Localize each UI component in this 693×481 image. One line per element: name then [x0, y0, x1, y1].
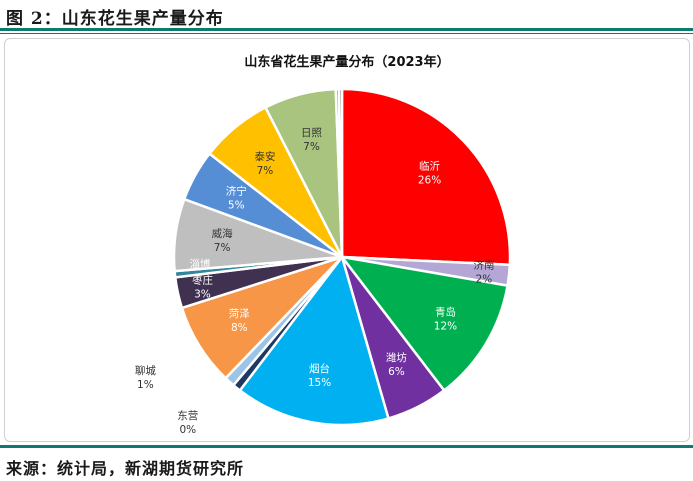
slice-label-10: 淄博	[189, 258, 210, 271]
slice-label-1: 临沂 26%	[418, 159, 441, 186]
figure-title: 图 2：山东花生果产量分布	[6, 9, 224, 29]
slice-label-13: 泰安 7%	[254, 150, 275, 177]
slice-label-6: 东营 0%	[177, 409, 198, 436]
pie-slice-5	[238, 254, 390, 427]
slice-label-4: 潍坊 6%	[386, 351, 407, 378]
slice-label-9: 枣庄 3%	[192, 273, 213, 300]
slice-label-7: 聊城 1%	[135, 364, 156, 391]
pie-slice-1	[340, 87, 512, 267]
top-rule-thin	[0, 33, 693, 34]
slice-label-14: 日照 7%	[301, 127, 322, 153]
slice-label-2: 济南 2%	[473, 259, 494, 286]
slice-label-11: 威海 7%	[212, 227, 233, 254]
top-rule	[0, 28, 693, 31]
slice-label-8: 菏泽 8%	[229, 308, 250, 334]
pie-slice-16	[337, 87, 344, 258]
pie-slice-3	[339, 255, 509, 393]
bottom-rule	[0, 445, 693, 448]
pie-chart: 山东省花生果产量分布（2023年） 临沂 26% 济南 2% 青岛 12% 潍坊 6% 烟台 15…	[135, 0, 512, 436]
slice-label-3: 青岛 12%	[434, 306, 457, 333]
slice-label-12: 济宁 5%	[226, 184, 247, 211]
chart-title: 山东省花生果产量分布（2023年）	[244, 54, 449, 70]
source-note: 来源：统计局，新湖期货研究所	[6, 459, 245, 478]
chart-panel: 山东省花生果产量分布（2023年） 临沂 26% 济南 2% 青岛 12% 潍坊 6% 烟台 15…	[4, 0, 690, 442]
slice-label-5: 烟台 15%	[308, 362, 331, 389]
